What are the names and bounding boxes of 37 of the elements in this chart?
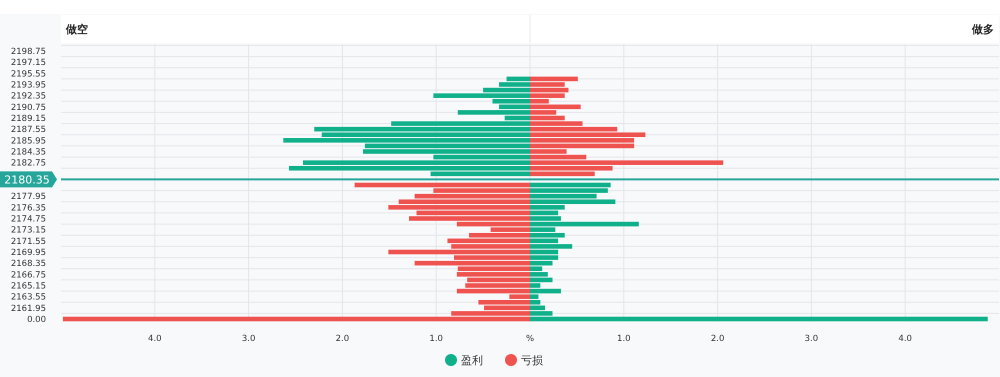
- x-tick-label: 3.0: [242, 334, 256, 344]
- y-tick-label: 2187.55: [10, 125, 46, 136]
- y-tick-label: 2163.55: [10, 292, 46, 303]
- y-tick-label: 2190.75: [10, 102, 46, 113]
- y-tick-label: 2185.95: [10, 136, 46, 146]
- y-tick-label: 2174.75: [10, 214, 46, 224]
- y-tick-label: 2180.35: [4, 173, 50, 186]
- y-tick-label: 2173.15: [10, 226, 46, 236]
- y-tick-label: 2182.75: [10, 158, 46, 169]
- y-tick-label: 2168.35: [10, 259, 46, 270]
- text: 做空: [65, 23, 88, 36]
- x-tick-label: 2.0: [336, 334, 350, 344]
- text: 做多: [971, 23, 994, 36]
- y-tick-label: 2192.35: [10, 92, 46, 102]
- y-tick-label: 2165.15: [10, 282, 46, 292]
- x-tick-label: 1.0: [429, 334, 443, 344]
- x-tick-label: 4.0: [898, 334, 912, 344]
- y-tick-label: 2184.35: [10, 148, 46, 158]
- y-tick-label: 0.00: [27, 315, 46, 326]
- y-tick-label: 2169.95: [10, 248, 46, 258]
- x-tick-label: 3.0: [804, 334, 818, 344]
- y-tick-label: 2197.15: [10, 58, 46, 68]
- legend-label: 亏损: [521, 354, 543, 367]
- x-tick-label: 1.0: [617, 334, 631, 344]
- x-tick-label: 4.0: [148, 334, 162, 344]
- y-tick-label: 2161.95: [10, 304, 46, 314]
- y-tick-label: 2193.95: [10, 80, 46, 90]
- x-tick-label: 2.0: [710, 334, 724, 344]
- x-tick-label: %: [526, 334, 534, 344]
- y-tick-label: 2195.55: [10, 69, 46, 80]
- y-tick-label: 2176.35: [10, 203, 46, 214]
- legend-label: 盈利: [461, 354, 483, 367]
- y-tick-label: 2189.15: [10, 114, 46, 124]
- y-tick-label: 2198.75: [10, 46, 46, 57]
- y-tick-label: 2166.75: [10, 270, 46, 280]
- y-tick-label: 2171.55: [10, 236, 46, 247]
- y-tick-label: 2177.95: [10, 192, 46, 202]
